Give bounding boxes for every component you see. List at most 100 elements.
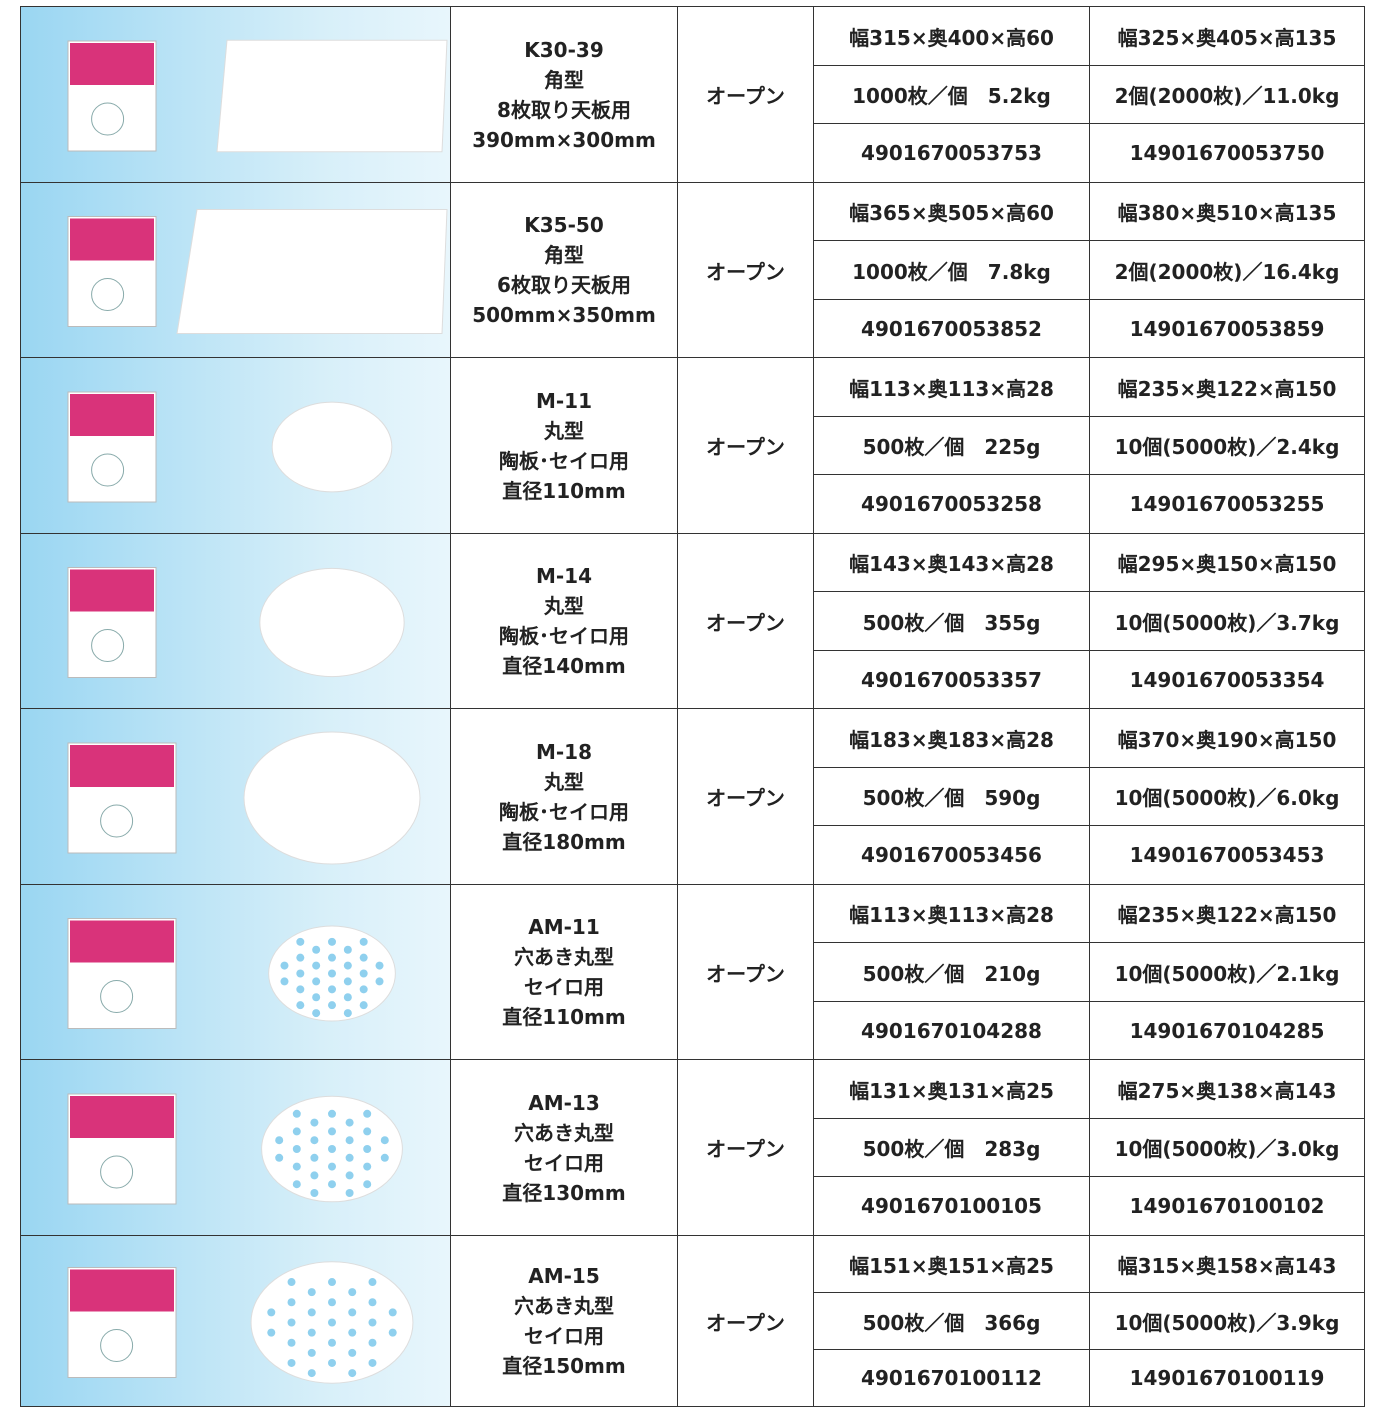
- product-size: 直径180mm: [502, 829, 626, 854]
- spec-value: 幅325×奥405×高135: [1117, 25, 1337, 50]
- spec-cell: 4901670100112: [813, 1349, 1090, 1407]
- product-code: AM-15: [528, 1264, 600, 1288]
- product-illustration: [67, 917, 396, 1029]
- spec-cell: 幅151×奥151×高25: [813, 1235, 1090, 1293]
- price-cell: オープン: [677, 1059, 814, 1236]
- spec-value: 2個(2000枚)／16.4kg: [1114, 259, 1340, 284]
- spec-value: 14901670053750: [1129, 141, 1325, 165]
- product-description: AM-11 穴あき丸型 セイロ用 直径110mm: [450, 884, 678, 1060]
- product-use: セイロ用: [524, 1324, 604, 1348]
- spec-value: 4901670053753: [861, 141, 1042, 165]
- spec-value: 幅295×奥150×高150: [1117, 552, 1337, 576]
- product-shape: 丸型: [544, 418, 584, 443]
- product-description: M-18 丸型 陶板･セイロ用 直径180mm: [450, 708, 678, 885]
- product-code: M-18: [535, 739, 593, 764]
- product-illustration: [67, 39, 448, 152]
- price-cell: オープン: [677, 884, 814, 1060]
- spec-value: 500枚／個 210g: [862, 961, 1041, 986]
- spec-value: 幅365×奥505×高60: [849, 201, 1054, 225]
- spec-value: 4901670053357: [861, 667, 1042, 692]
- spec-cell: 10個(5000枚)／3.7kg: [1089, 591, 1365, 651]
- price: オープン: [706, 435, 785, 459]
- product-use: 陶板･セイロ用: [499, 799, 629, 824]
- product-description: M-11 丸型 陶板･セイロ用 直径110mm: [450, 357, 678, 534]
- spec-value: 500枚／個 366g: [862, 1310, 1041, 1335]
- spec-value: 4901670053456: [861, 843, 1042, 867]
- product-illustration: [67, 731, 420, 864]
- spec-cell: 2個(2000枚)／11.0kg: [1089, 65, 1365, 124]
- product-size: 直径110mm: [502, 478, 626, 503]
- spec-cell: 14901670053750: [1089, 123, 1365, 183]
- spec-value: 幅315×奥400×高60: [849, 25, 1054, 50]
- product-size: 390mm×300mm: [472, 127, 656, 152]
- spec-cell: 4901670053258: [813, 474, 1090, 534]
- product-illustration: [67, 566, 405, 678]
- spec-cell: 4901670053357: [813, 650, 1090, 709]
- spec-value: 幅235×奥122×高150: [1117, 376, 1337, 401]
- spec-cell: 幅365×奥505×高60: [813, 182, 1090, 241]
- spec-value: 幅113×奥113×高28: [849, 376, 1054, 401]
- spec-cell: 500枚／個 366g: [813, 1292, 1090, 1350]
- spec-cell: 幅131×奥131×高25: [813, 1059, 1090, 1119]
- spec-value: 幅143×奥143×高28: [849, 552, 1054, 576]
- spec-cell: 4901670104288: [813, 1001, 1090, 1060]
- spec-cell: 幅183×奥183×高28: [813, 708, 1090, 768]
- spec-value: 1000枚／個 5.2kg: [852, 84, 1051, 108]
- spec-cell: 14901670100119: [1089, 1349, 1365, 1407]
- price-cell: オープン: [677, 357, 814, 534]
- product-shape: 角型: [544, 67, 584, 92]
- spec-cell: 幅315×奥400×高60: [813, 6, 1090, 66]
- spec-value: 14901670100102: [1129, 1194, 1325, 1218]
- product-image: [20, 533, 451, 709]
- product-size: 直径140mm: [502, 654, 626, 678]
- spec-cell: 4901670053456: [813, 825, 1090, 885]
- product-illustration: [67, 1260, 413, 1384]
- spec-value: 幅370×奥190×高150: [1117, 727, 1337, 752]
- product-shape: 穴あき丸型: [514, 1294, 614, 1318]
- product-use: 陶板･セイロ用: [499, 448, 629, 473]
- spec-value: 1000枚／個 7.8kg: [852, 259, 1051, 284]
- spec-value: 10個(5000枚)／3.0kg: [1114, 1137, 1340, 1161]
- price: オープン: [706, 786, 785, 810]
- spec-value: 幅380×奥510×高135: [1117, 201, 1337, 225]
- product-image: [20, 884, 451, 1060]
- product-description: K35-50 角型 6枚取り天板用 500mm×350mm: [450, 182, 678, 358]
- spec-value: 14901670053255: [1129, 492, 1325, 516]
- spec-cell: 14901670100102: [1089, 1176, 1365, 1236]
- product-description: M-14 丸型 陶板･セイロ用 直径140mm: [450, 533, 678, 709]
- spec-value: 14901670104285: [1129, 1018, 1325, 1043]
- spec-cell: 幅235×奥122×高150: [1089, 884, 1365, 943]
- spec-value: 10個(5000枚)／2.1kg: [1114, 961, 1340, 986]
- product-code: M-14: [535, 564, 593, 588]
- spec-cell: 1000枚／個 7.8kg: [813, 240, 1090, 300]
- spec-cell: 500枚／個 590g: [813, 767, 1090, 826]
- spec-value: 4901670100112: [861, 1366, 1042, 1390]
- spec-cell: 幅325×奥405×高135: [1089, 6, 1365, 66]
- spec-value: 500枚／個 225g: [862, 435, 1041, 459]
- spec-value: 4901670053258: [861, 492, 1042, 516]
- spec-value: 14901670053453: [1129, 843, 1325, 867]
- product-use: 8枚取り天板用: [497, 97, 631, 122]
- spec-value: 10個(5000枚)／6.0kg: [1114, 786, 1340, 810]
- product-image: [20, 708, 451, 885]
- spec-cell: 幅113×奥113×高28: [813, 884, 1090, 943]
- product-size: 直径130mm: [502, 1180, 626, 1205]
- product-size: 500mm×350mm: [472, 303, 656, 327]
- product-use: セイロ用: [524, 975, 604, 999]
- price: オープン: [706, 84, 785, 108]
- product-use: 6枚取り天板用: [497, 273, 631, 297]
- product-description: K30-39 角型 8枚取り天板用 390mm×300mm: [450, 6, 678, 183]
- spec-cell: 幅380×奥510×高135: [1089, 182, 1365, 241]
- spec-cell: 500枚／個 355g: [813, 591, 1090, 651]
- spec-cell: 幅113×奥113×高28: [813, 357, 1090, 417]
- spec-value: 14901670053859: [1129, 316, 1325, 341]
- product-use: セイロ用: [524, 1150, 604, 1175]
- spec-value: 4901670053852: [861, 316, 1042, 341]
- spec-cell: 10個(5000枚)／2.1kg: [1089, 942, 1365, 1002]
- spec-value: 幅235×奥122×高150: [1117, 903, 1337, 927]
- spec-value: 幅131×奥131×高25: [849, 1078, 1054, 1103]
- price: オープン: [706, 259, 785, 284]
- spec-value: 幅315×奥158×高143: [1117, 1253, 1337, 1278]
- product-code: AM-11: [528, 915, 600, 939]
